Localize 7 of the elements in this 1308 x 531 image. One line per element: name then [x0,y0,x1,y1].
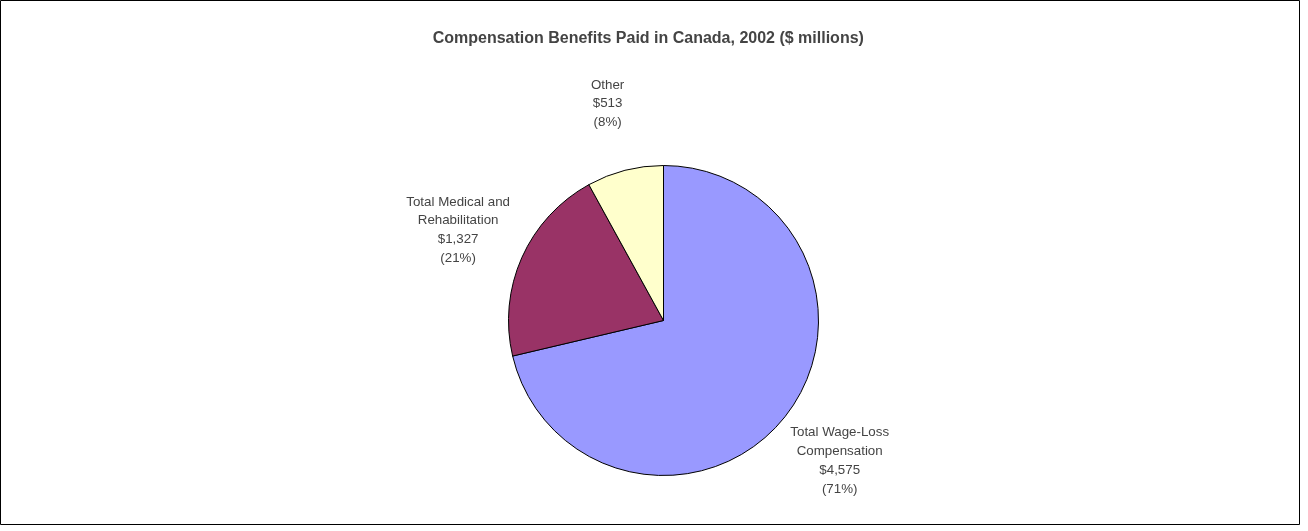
chart-title: Compensation Benefits Paid in Canada, 2002 ($ millions) [432,28,864,46]
slice-label: Other [590,76,625,92]
data-label: $1,327 (21%) [437,231,479,265]
data-label: $4,575 (71%) [819,461,861,496]
slice-label: Total Medical and Rehabilitation [406,193,511,228]
data-label: $513 (8%) [592,95,623,130]
slice-label: Total Wage-Loss Compensation [790,424,890,459]
